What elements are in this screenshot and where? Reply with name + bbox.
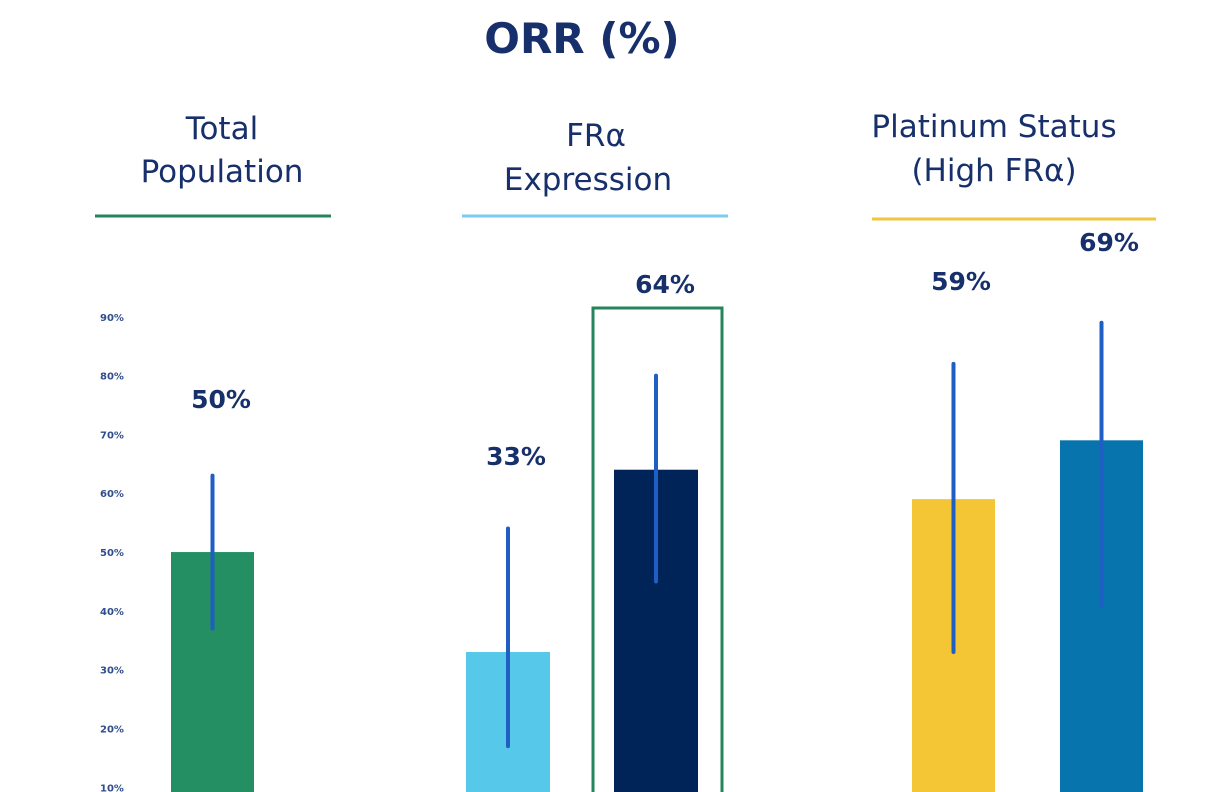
chart-title: ORR (%) (484, 14, 679, 63)
y-tick-label-60: 60% (100, 489, 124, 500)
group-title-fr-alpha-line-2: Expression (504, 162, 672, 198)
value-label-0: 50% (191, 385, 251, 414)
group-title-platinum-line-1: Platinum Status (871, 109, 1116, 145)
y-tick-label-90: 90% (100, 313, 124, 324)
group-title-total-line-1: Total (185, 111, 258, 147)
highlight-layer (591, 306, 724, 792)
group-rules (95, 214, 1156, 221)
group-title-platinum-line-2: (High FRα) (911, 153, 1076, 189)
group-title-fr-alpha-line-1: FRα (566, 118, 626, 154)
y-tick-label-80: 80% (100, 372, 124, 383)
value-label-4: 69% (1079, 228, 1139, 257)
y-tick-label-40: 40% (100, 607, 124, 618)
y-axis-ticks: 90% 80% 70% 60% 50% 40% 30% 20% 10% (100, 313, 124, 792)
y-tick-label-20: 20% (100, 724, 124, 735)
value-label-2: 64% (635, 270, 695, 299)
group-titles: Total Population FRα Expression Platinum… (141, 109, 1117, 198)
error-bars-layer (210, 320, 1104, 749)
value-labels-layer: 50% 33% 64% 59% 69% (191, 228, 1139, 471)
y-tick-label-10: 10% (100, 783, 124, 792)
value-label-1: 33% (486, 442, 546, 471)
y-tick-label-50: 50% (100, 548, 124, 559)
y-tick-label-30: 30% (100, 666, 124, 677)
value-label-3: 59% (931, 267, 991, 296)
highlight-box (591, 306, 724, 792)
y-tick-label-70: 70% (100, 430, 124, 441)
group-title-total-line-2: Population (141, 154, 304, 190)
